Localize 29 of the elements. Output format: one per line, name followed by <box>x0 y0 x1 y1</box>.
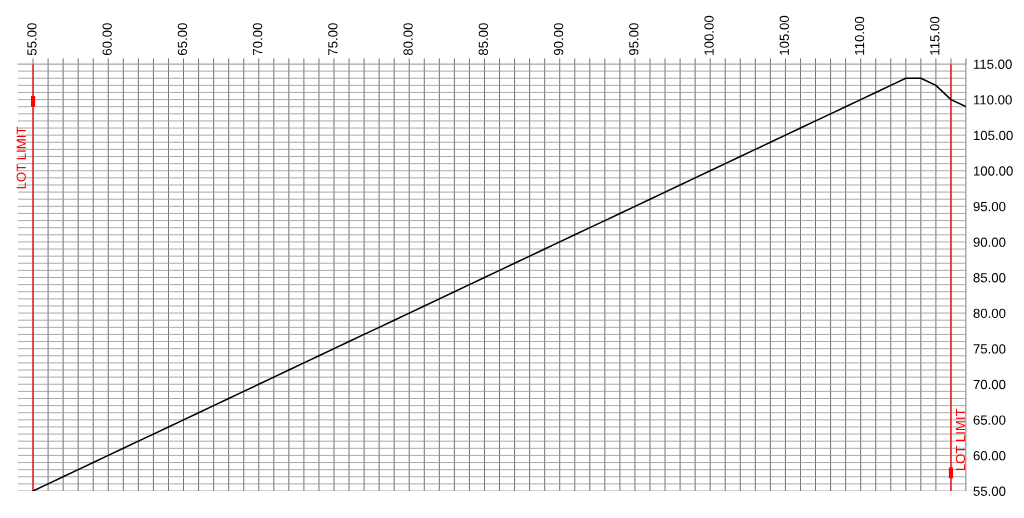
y-tick-label: 105.00 <box>973 130 1013 141</box>
x-tick-label: 70.00 <box>252 23 263 55</box>
y-tick-label: 80.00 <box>973 308 1006 318</box>
y-tick-label: 115.00 <box>973 59 1012 69</box>
annotation: LOT LIMIT <box>955 408 966 471</box>
x-tick-label: 100.00 <box>704 15 714 55</box>
x-tick-label: 95.00 <box>629 23 639 56</box>
x-tick-label: 60.00 <box>102 23 112 55</box>
y-tick-label: 75.00 <box>973 344 1006 354</box>
x-tick-label: 90.00 <box>553 23 564 56</box>
x-tick-label: 115.00 <box>930 16 940 55</box>
y-tick-label: 100.00 <box>973 166 1013 176</box>
y-tick-label: 110.00 <box>973 95 1012 105</box>
x-tick-label: 80.00 <box>403 23 413 56</box>
y-tick-label: 55.00 <box>973 486 1006 496</box>
annotation: LOT LIMIT <box>16 126 26 189</box>
y-tick-label: 90.00 <box>973 237 1006 247</box>
x-tick-label: 110.00 <box>854 16 865 55</box>
x-tick-label: 75.00 <box>328 23 338 55</box>
line-series <box>32 77 966 491</box>
y-tick-label: 85.00 <box>973 273 1006 283</box>
x-tick-label: 55.00 <box>27 23 37 56</box>
x-tick-label: 65.00 <box>177 23 188 55</box>
y-tick-label: 65.00 <box>973 415 1006 425</box>
x-tick-label: 85.00 <box>478 23 489 56</box>
x-tick-label: 105.00 <box>779 15 789 55</box>
y-tick-label: 70.00 <box>973 379 1006 390</box>
y-tick-label: 95.00 <box>973 201 1006 212</box>
y-tick-label: 60.00 <box>973 450 1006 461</box>
